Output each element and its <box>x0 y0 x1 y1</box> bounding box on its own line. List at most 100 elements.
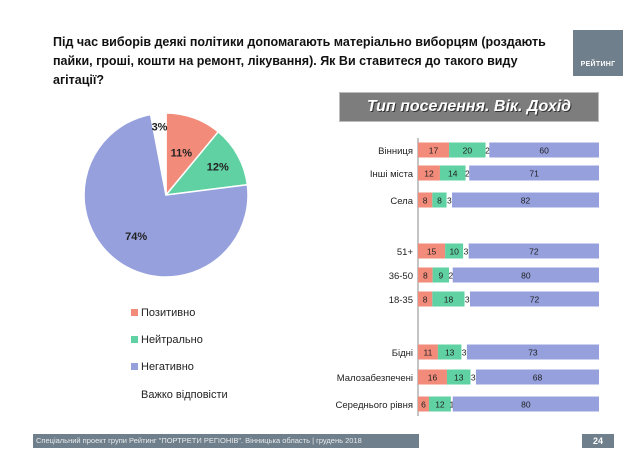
bar-category-label: Села <box>390 196 413 207</box>
bar-value-label: 18 <box>444 295 454 305</box>
bar-category-label: 18-35 <box>389 295 413 306</box>
bar-segment <box>463 243 469 259</box>
legend-swatch <box>131 336 138 343</box>
question-title: Під час виборів деякі політики допомагаю… <box>53 35 546 87</box>
bar-category-label: Вінниця <box>378 146 413 157</box>
pie-slice <box>83 113 249 278</box>
bar-segment <box>418 369 447 385</box>
bar-segment <box>475 369 599 385</box>
bar-segment <box>418 291 433 307</box>
bar-segment <box>466 344 599 360</box>
bar-segment <box>445 243 464 259</box>
bar-segment <box>465 165 470 181</box>
bar-value-label: 8 <box>423 295 428 305</box>
bar-category-label: Середнього рівня <box>335 400 413 411</box>
bar-segment <box>446 192 453 208</box>
bar-segment <box>418 396 429 412</box>
bar-value-label: 10 <box>449 247 459 257</box>
bar-value-label: 2 <box>449 271 454 281</box>
bar-segment <box>469 165 599 181</box>
bar-value-label: 8 <box>437 196 442 206</box>
bar-value-label: 17 <box>429 146 439 156</box>
bar-segment <box>461 344 467 360</box>
bar-value-label: 3 <box>462 348 467 358</box>
bar-value-label: 1 <box>449 400 454 410</box>
bar-value-label: 16 <box>428 373 438 383</box>
bar-value-label: 80 <box>521 271 531 281</box>
bar-value-label: 20 <box>463 146 473 156</box>
bar-segment <box>418 267 433 283</box>
bar-value-label: 82 <box>521 196 531 206</box>
bar-value-label: 12 <box>435 400 445 410</box>
bar-segment <box>432 291 465 307</box>
bar-value-label: 3 <box>464 247 469 257</box>
legend-label: Нейтрально <box>141 334 203 346</box>
bar-value-label: 80 <box>521 400 531 410</box>
bar-value-label: 15 <box>427 247 437 257</box>
bar-value-label: 12 <box>424 169 434 179</box>
bar-segment <box>452 192 599 208</box>
legend-label: Позитивно <box>141 307 195 319</box>
bar-segment <box>418 243 446 259</box>
bar-value-label: 68 <box>533 373 543 383</box>
bar-segment <box>468 243 599 259</box>
bar-category-label: Інші міста <box>370 169 414 180</box>
bar-segment <box>432 267 450 283</box>
bar-value-label: 71 <box>529 169 539 179</box>
bar-value-label: 8 <box>423 196 428 206</box>
bar-segment <box>449 267 453 283</box>
pie-data-label: 74% <box>125 231 147 243</box>
bar-value-label: 11 <box>424 348 433 358</box>
bar-segment <box>450 396 453 412</box>
section-header: Тип поселення. Вік. Дохід <box>339 92 599 122</box>
bar-value-label: 13 <box>454 373 464 383</box>
bar-segment <box>418 344 438 360</box>
bar-segment <box>428 396 451 412</box>
bar-segment <box>452 267 599 283</box>
bar-segment <box>418 142 450 158</box>
bar-segment <box>469 291 599 307</box>
bar-segment <box>470 369 476 385</box>
bar-segment <box>437 344 462 360</box>
bar-category-label: Бідні <box>392 348 413 359</box>
bar-value-label: 9 <box>438 271 443 281</box>
footer: Спеціальний проект групи Рейтинг "ПОРТРЕ… <box>33 434 419 448</box>
bar-value-label: 3 <box>471 373 476 383</box>
bar-segment <box>446 369 471 385</box>
bar-category-label: Малозабезпечені <box>337 373 413 384</box>
bar-segment <box>418 192 433 208</box>
footer-text: Спеціальний проект групи Рейтинг "ПОРТРЕ… <box>36 436 362 445</box>
rating-logo: РЕЙТИНГ <box>573 30 623 76</box>
bar-segment <box>485 142 490 158</box>
bar-value-label: 73 <box>528 348 538 358</box>
pie-data-label: 3% <box>152 121 168 133</box>
rating-logo-text: РЕЙТИНГ <box>580 61 616 68</box>
legend-label: Негативно <box>141 361 194 373</box>
bar-value-label: 60 <box>539 146 549 156</box>
bar-segment <box>439 165 466 181</box>
legend-swatch <box>131 309 138 316</box>
bar-segment <box>489 142 599 158</box>
bar-value-label: 14 <box>448 169 458 179</box>
bar-category-label: 51+ <box>397 247 414 258</box>
pie-data-label: 12% <box>207 162 229 174</box>
bar-value-label: 2 <box>485 146 490 156</box>
page-number: 24 <box>582 434 614 448</box>
bar-value-label: 6 <box>421 400 426 410</box>
bar-value-label: 3 <box>447 196 452 206</box>
legend-swatch <box>131 363 138 370</box>
pie-slice <box>164 130 249 196</box>
bar-value-label: 72 <box>530 295 540 305</box>
bar-value-label: 72 <box>529 247 539 257</box>
pie-data-label: 11% <box>171 148 193 160</box>
bar-segment <box>449 142 486 158</box>
bar-value-label: 2 <box>465 169 470 179</box>
bar-value-label: 3 <box>465 295 470 305</box>
bar-segment <box>418 165 440 181</box>
legend-label: Важко відповісти <box>141 389 228 401</box>
bar-category-label: 36-50 <box>389 271 413 282</box>
bar-segment <box>464 291 470 307</box>
pie-slice <box>149 112 167 196</box>
section-header-text: Тип поселення. Вік. Дохід <box>366 98 572 115</box>
